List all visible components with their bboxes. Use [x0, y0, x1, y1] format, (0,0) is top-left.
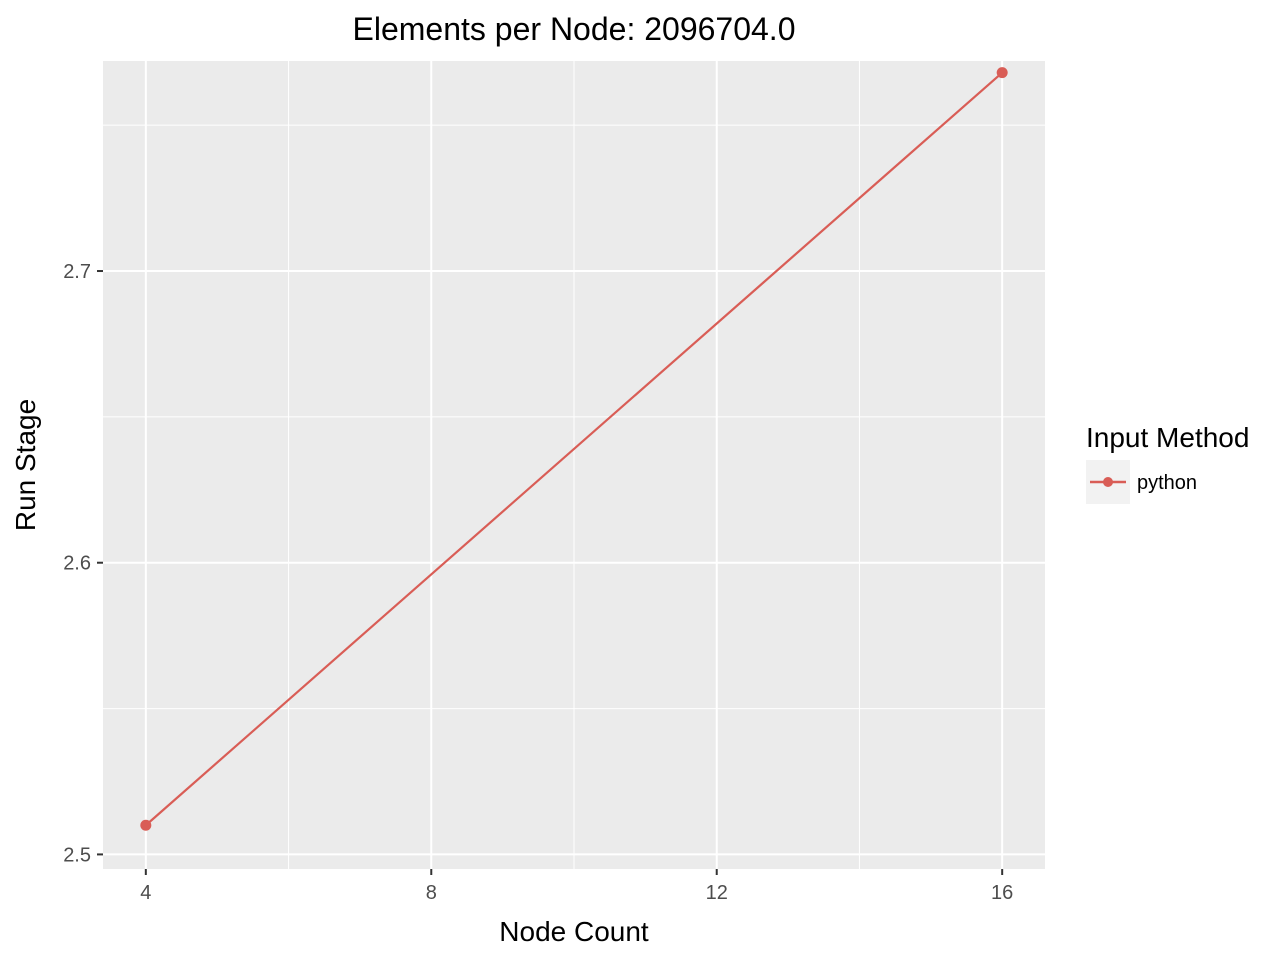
data-point-python — [140, 819, 152, 831]
x-tick-label: 8 — [426, 882, 437, 904]
legend-point-python — [1103, 477, 1113, 487]
series-line-python — [145, 71, 1003, 827]
legend-title: Input Method — [1086, 422, 1249, 453]
x-tick-label: 4 — [140, 882, 151, 904]
y-tick-label: 2.7 — [63, 261, 91, 283]
x-tick-label: 12 — [706, 882, 728, 904]
y-tick-label: 2.5 — [63, 844, 91, 866]
y-axis-title: Run Stage — [10, 399, 41, 531]
grid-minor — [103, 61, 1045, 869]
axis-ticks: 4 8 12 16 2.5 2.6 2.7 — [63, 261, 1013, 904]
chart-title: Elements per Node: 2096704.0 — [353, 11, 796, 47]
legend-label-python: python — [1137, 472, 1197, 494]
x-axis-title: Node Count — [499, 916, 649, 947]
x-tick-label: 16 — [991, 882, 1013, 904]
data-point-python — [996, 67, 1008, 79]
series-layer — [140, 67, 1008, 831]
y-tick-label: 2.6 — [63, 553, 91, 575]
grid-major — [103, 61, 1045, 869]
legend: Input Method python — [1086, 422, 1249, 504]
